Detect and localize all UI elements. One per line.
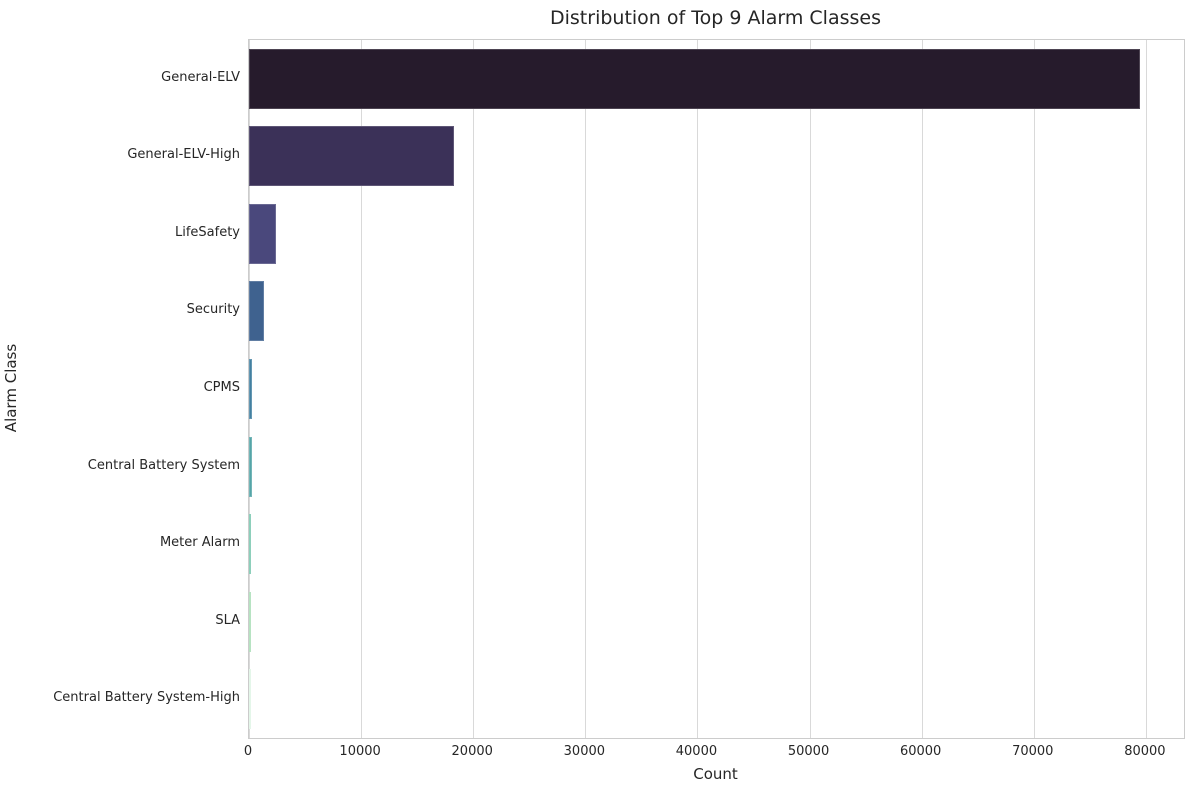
chart-title: Distribution of Top 9 Alarm Classes: [550, 7, 881, 29]
y-tick-label-sla: SLA: [215, 612, 240, 628]
gridline-x-70000: [1033, 40, 1035, 738]
x-tick-label-70000: 70000: [1012, 744, 1054, 759]
x-tick-label-50000: 50000: [787, 744, 830, 759]
gridline-x-40000: [697, 40, 699, 738]
gridline-x-80000: [1145, 40, 1147, 738]
x-tick-label-0: 0: [243, 744, 253, 759]
x-tick-label-60000: 60000: [899, 744, 942, 759]
bar-meter-alarm: [249, 514, 251, 575]
x-tick-label-30000: 30000: [563, 744, 606, 759]
y-tick-label-security: Security: [186, 302, 240, 318]
bar-central-battery-system: [249, 436, 252, 497]
bar-general-elv-high: [249, 126, 455, 187]
gridline-x-60000: [921, 40, 923, 738]
y-tick-label-central-battery-system: Central Battery System: [87, 457, 240, 473]
x-tick-label-80000: 80000: [1124, 744, 1166, 759]
x-tick-label-20000: 20000: [451, 744, 493, 759]
y-tick-label-central-battery-system-high: Central Battery System-High: [53, 690, 240, 706]
gridline-x-10000: [361, 40, 363, 738]
x-axis-label: Count: [693, 765, 738, 783]
gridline-x-20000: [473, 40, 475, 738]
bar-lifesafety: [249, 203, 276, 264]
bar-central-battery-system-high: [249, 669, 251, 730]
bar-sla: [249, 591, 251, 652]
y-axis-label: Alarm Class: [2, 343, 20, 433]
bar-cpms: [249, 359, 253, 419]
x-tick-label-40000: 40000: [675, 744, 718, 759]
gridline-x-50000: [809, 40, 811, 738]
y-tick-label-general-elv-high: General-ELV-High: [127, 147, 240, 163]
gridline-x-30000: [585, 40, 587, 738]
y-tick-label-cpms: CPMS: [203, 380, 240, 395]
y-tick-label-meter-alarm: Meter Alarm: [159, 535, 240, 551]
bar-general-elv: [249, 48, 1141, 109]
y-tick-label-general-elv: General-ELV: [161, 69, 240, 85]
y-tick-label-lifesafety: LifeSafety: [174, 224, 240, 240]
bar-security: [249, 281, 265, 342]
plot-area: [248, 39, 1185, 739]
x-tick-label-10000: 10000: [339, 744, 381, 759]
